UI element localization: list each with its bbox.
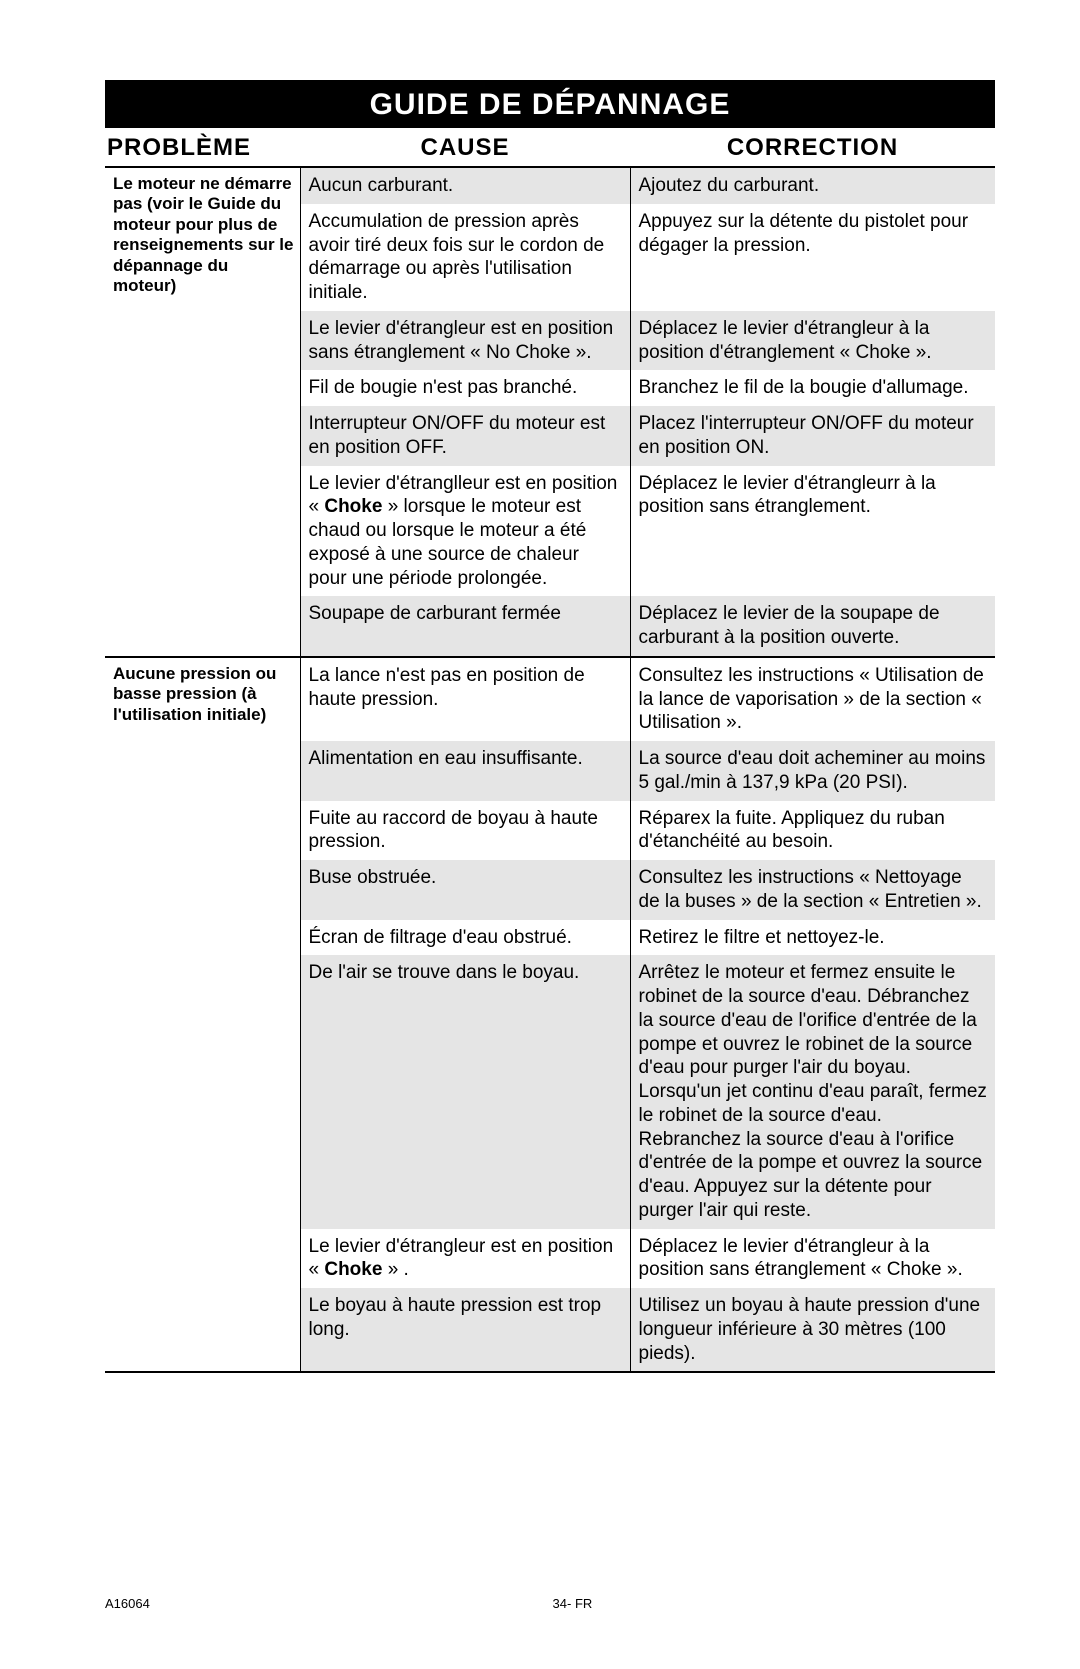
problem-cell: Le moteur ne démarre pas (voir le Guide … <box>105 167 300 657</box>
col-header-correction: CORRECTION <box>630 128 995 167</box>
cause-cell: Alimentation en eau insuffisante. <box>300 741 630 801</box>
cause-cell: Aucun carburant. <box>300 167 630 204</box>
page-number: 34- FR <box>105 1596 995 1611</box>
correction-cell: Réparex la fuite. Appliquez du ruban d'é… <box>630 801 995 861</box>
correction-cell: Déplacez le levier d'étrangleur à la pos… <box>630 311 995 371</box>
correction-cell: Ajoutez du carburant. <box>630 167 995 204</box>
cause-cell: La lance n'est pas en position de haute … <box>300 657 630 741</box>
correction-cell: La source d'eau doit acheminer au moins … <box>630 741 995 801</box>
cause-cell: Fil de bougie n'est pas branché. <box>300 370 630 406</box>
correction-cell: Arrêtez le moteur et fermez ensuite le r… <box>630 955 995 1228</box>
cause-cell: Le levier d'étranglleur est en position … <box>300 466 630 597</box>
cause-cell: Fuite au raccord de boyau à haute pressi… <box>300 801 630 861</box>
problem-cell: Aucune pression ou basse pression (à l'u… <box>105 657 300 1373</box>
page-footer: A16064 34- FR <box>105 1596 995 1611</box>
correction-cell: Déplacez le levier d'étrangleurr à la po… <box>630 466 995 597</box>
col-header-cause: CAUSE <box>300 128 630 167</box>
cause-cell: De l'air se trouve dans le boyau. <box>300 955 630 1228</box>
correction-cell: Consultez les instructions « Nettoyage d… <box>630 860 995 920</box>
correction-cell: Utilisez un boyau à haute pression d'une… <box>630 1288 995 1372</box>
cause-cell: Interrupteur ON/OFF du moteur est en pos… <box>300 406 630 466</box>
doc-code: A16064 <box>105 1596 150 1611</box>
correction-cell: Retirez le filtre et nettoyez-le. <box>630 920 995 956</box>
cause-cell: Le levier d'étrangleur est en position s… <box>300 311 630 371</box>
cause-cell: Écran de filtrage d'eau obstrué. <box>300 920 630 956</box>
page-title: GUIDE DE DÉPANNAGE <box>105 80 995 128</box>
troubleshoot-table: PROBLÈME CAUSE CORRECTION Le moteur ne d… <box>105 128 995 1373</box>
col-header-problem: PROBLÈME <box>105 128 300 167</box>
correction-cell: Déplacez le levier de la soupape de carb… <box>630 596 995 657</box>
cause-cell: Soupape de carburant fermée <box>300 596 630 657</box>
correction-cell: Déplacez le levier d'étrangleur à la pos… <box>630 1229 995 1289</box>
correction-cell: Branchez le fil de la bougie d'allumage. <box>630 370 995 406</box>
cause-cell: Accumulation de pression après avoir tir… <box>300 204 630 311</box>
cause-cell: Buse obstruée. <box>300 860 630 920</box>
cause-cell: Le boyau à haute pression est trop long. <box>300 1288 630 1372</box>
correction-cell: Appuyez sur la détente du pistolet pour … <box>630 204 995 311</box>
correction-cell: Consultez les instructions « Utilisation… <box>630 657 995 741</box>
cause-cell: Le levier d'étrangleur est en position «… <box>300 1229 630 1289</box>
correction-cell: Placez l'interrupteur ON/OFF du moteur e… <box>630 406 995 466</box>
